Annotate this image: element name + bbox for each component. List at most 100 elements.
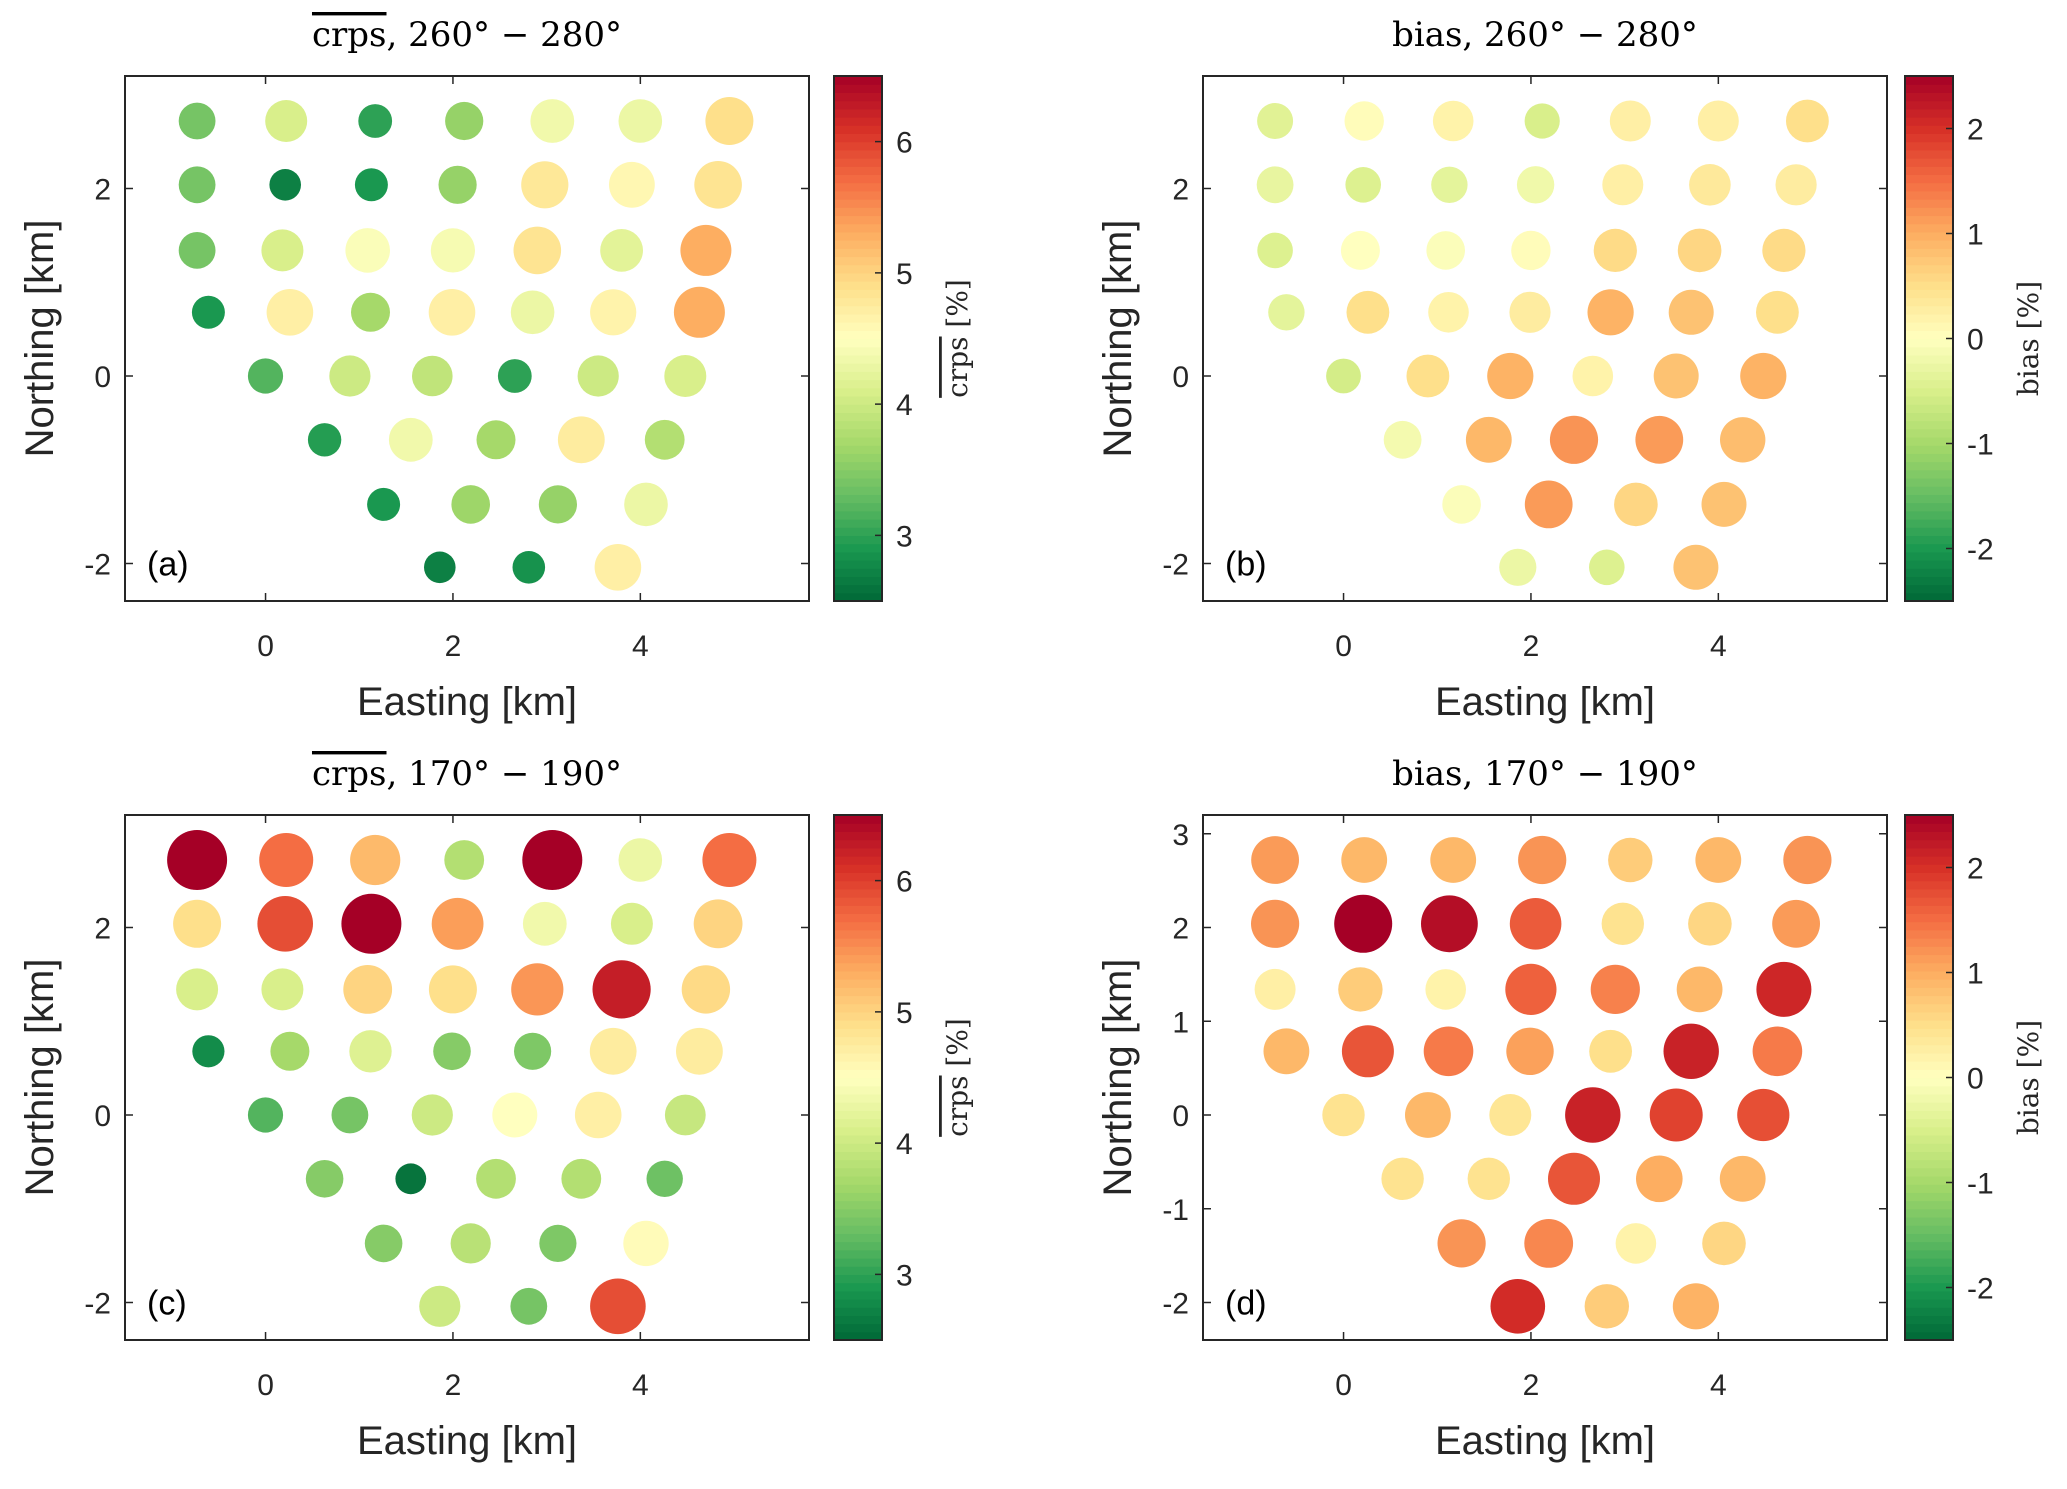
title-overline-part: crps	[312, 15, 387, 55]
data-point	[676, 1027, 723, 1075]
colorbar-segment	[834, 231, 882, 241]
colorbar-segment	[1905, 847, 1953, 857]
data-point	[1663, 1023, 1719, 1079]
axes-frame	[1202, 75, 1888, 602]
data-point	[343, 965, 393, 1014]
y-tick-label: 2	[1172, 174, 1189, 207]
colorbar-segment	[834, 486, 882, 495]
y-tick-label: -2	[84, 549, 111, 582]
data-point	[444, 840, 485, 880]
colorbar-segment	[1905, 264, 1953, 274]
colorbar-segment	[834, 1274, 882, 1284]
title-text-part: , 170° − 190°	[387, 754, 623, 794]
y-axis-label: Northing [km]	[18, 959, 62, 1197]
data-point	[510, 1287, 548, 1325]
data-point	[1677, 228, 1722, 273]
colorbar-label-text: bias [%]	[2012, 1020, 2045, 1135]
colorbar-segment	[1905, 962, 1953, 972]
colorbar-segment	[834, 864, 882, 874]
data-point	[1695, 837, 1742, 883]
colorbar-segment	[1905, 166, 1953, 176]
data-point	[307, 423, 342, 457]
colorbar-segment	[834, 469, 882, 479]
data-point	[178, 102, 216, 140]
colorbar-segment	[1905, 905, 1953, 915]
data-point	[1341, 837, 1388, 883]
data-point	[1251, 836, 1299, 884]
colorbar-segment	[1905, 289, 1953, 299]
colorbar-segment	[1905, 322, 1953, 331]
data-point	[266, 289, 314, 336]
colorbar-segment	[1905, 1011, 1953, 1021]
colorbar-segment	[1905, 1143, 1953, 1152]
data-point	[247, 358, 284, 394]
data-point	[673, 286, 725, 338]
colorbar-segment	[1905, 354, 1953, 364]
data-point	[577, 355, 619, 397]
colorbar-tick-label: -1	[1967, 429, 1994, 462]
colorbar-segment	[834, 297, 882, 307]
colorbar-segment	[1905, 207, 1953, 217]
data-point	[305, 1160, 344, 1198]
data-point	[1345, 167, 1381, 203]
data-point	[510, 290, 555, 335]
axes-frame	[124, 75, 810, 602]
colorbar-segment	[1905, 1151, 1953, 1161]
colorbar-segment	[834, 108, 882, 118]
colorbar-segment	[1905, 1069, 1953, 1079]
x-tick-label: 4	[1710, 630, 1727, 663]
data-point	[1584, 1284, 1630, 1329]
data-point	[589, 1027, 637, 1075]
data-point	[388, 417, 433, 462]
colorbar-segment	[1905, 469, 1953, 479]
data-point	[1425, 969, 1466, 1010]
colorbar-segment	[834, 445, 882, 454]
data-point	[1589, 549, 1625, 586]
colorbar-segment	[834, 1118, 882, 1128]
colorbar-tick-label: 0	[1967, 1063, 1984, 1096]
colorbar-segment	[834, 281, 882, 290]
colorbar-label-overline: crps	[941, 1076, 974, 1137]
data-point	[1783, 835, 1832, 885]
data-point	[557, 416, 605, 464]
panel-tag: (b)	[1225, 546, 1267, 584]
colorbar-segment	[834, 510, 882, 520]
colorbar-segment	[834, 1036, 882, 1046]
data-point	[1511, 230, 1551, 271]
colorbar-segment	[834, 100, 882, 110]
colorbar-segment	[1905, 313, 1953, 323]
data-point	[1251, 899, 1300, 948]
colorbar-segment	[834, 141, 882, 151]
colorbar-segment	[1905, 256, 1953, 266]
colorbar-segment	[1905, 1216, 1953, 1226]
data-point	[349, 1030, 392, 1073]
colorbar-segment	[1905, 897, 1953, 906]
data-point	[610, 902, 653, 945]
data-point	[1775, 164, 1817, 206]
colorbar-segment	[834, 1003, 882, 1013]
y-tick-label: 1	[1172, 1006, 1189, 1039]
data-point	[1509, 291, 1551, 333]
colorbar-segment	[834, 1159, 882, 1169]
data-point	[445, 101, 484, 141]
colorbar-segment	[1905, 404, 1953, 413]
colorbar-segment	[1905, 297, 1953, 307]
data-point	[428, 289, 476, 336]
data-point	[1697, 100, 1739, 142]
data-point	[1701, 481, 1747, 527]
data-point	[178, 166, 216, 204]
colorbar-segment	[834, 1216, 882, 1226]
y-tick-label: -2	[1162, 1288, 1189, 1321]
colorbar-segment	[834, 551, 882, 561]
colorbar-segment	[834, 1093, 882, 1103]
colorbar-segment	[834, 1151, 882, 1161]
data-point	[680, 224, 732, 276]
data-point	[644, 419, 685, 460]
colorbar-label-text: [%]	[941, 1018, 974, 1075]
colorbar-segment	[1905, 1003, 1953, 1013]
y-axis-label: Northing [km]	[1096, 220, 1140, 458]
x-tick-label: 2	[1523, 630, 1540, 663]
colorbar-segment	[834, 1225, 882, 1234]
axes-frame	[124, 814, 810, 1341]
colorbar-segment	[1905, 305, 1953, 315]
